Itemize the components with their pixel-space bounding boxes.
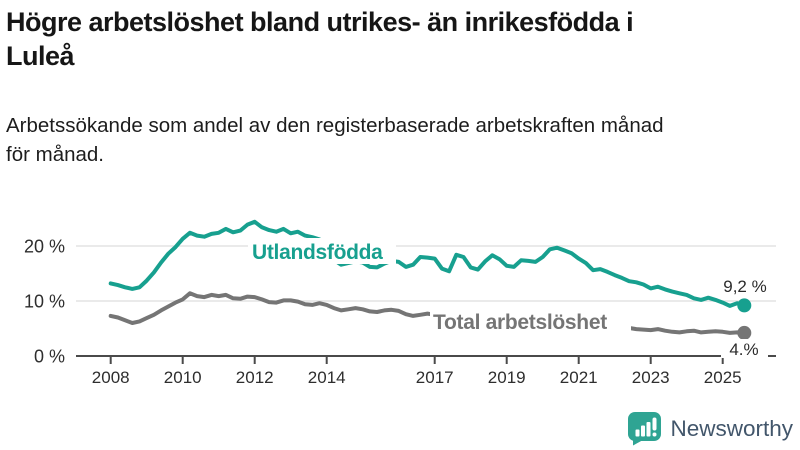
x-tick-label: 2019 (488, 368, 526, 387)
series-line-1 (108, 291, 747, 335)
x-tick-label: 2025 (704, 368, 742, 387)
newsworthy-logo: Newsworthy (628, 412, 793, 446)
chart-subtitle-line1: Arbetssökande som andel av den registerb… (6, 114, 664, 137)
y-tick-label: 20 % (24, 237, 65, 257)
page-title-line1: Högre arbetslöshet bland utrikes- än inr… (6, 7, 634, 37)
chart-header: Högre arbetslöshet bland utrikes- än inr… (6, 5, 796, 73)
page-title-line2: Luleå (6, 41, 75, 71)
series-label-1: Total arbetslöshet (433, 311, 607, 334)
series-end-label-1: 4.% (729, 340, 758, 359)
newsworthy-wordmark: Newsworthy (670, 416, 793, 441)
series-label-bg-1 (430, 308, 631, 334)
x-tick-label: 2014 (308, 368, 346, 387)
chart-subtitle-line2: för månad. (6, 142, 104, 166)
y-tick-label: 10 % (24, 292, 65, 312)
y-tick-label: 0 % (34, 347, 65, 367)
series-end-dot-0 (737, 298, 752, 313)
end-label-bg-1 (721, 339, 768, 358)
series-end-label-0: 9,2 % (723, 277, 766, 296)
x-tick-label: 2010 (164, 368, 202, 387)
speech-bubble-bar-chart-icon (628, 412, 662, 446)
page-title: Högre arbetslöshet bland utrikes- än inr… (6, 5, 796, 73)
x-tick-label: 2012 (236, 368, 274, 387)
x-tick-label: 2017 (416, 368, 454, 387)
chart-subtitle: Arbetssökande som andel av den registerb… (6, 112, 796, 169)
series-line-0 (108, 219, 747, 308)
x-tick-label: 2008 (92, 368, 130, 387)
series-end-dot-1 (737, 325, 752, 340)
series-label-bg-0 (248, 238, 396, 264)
series-label-0: Utlandsfödda (252, 241, 383, 264)
x-tick-label: 2023 (632, 368, 670, 387)
x-tick-label: 2021 (560, 368, 598, 387)
